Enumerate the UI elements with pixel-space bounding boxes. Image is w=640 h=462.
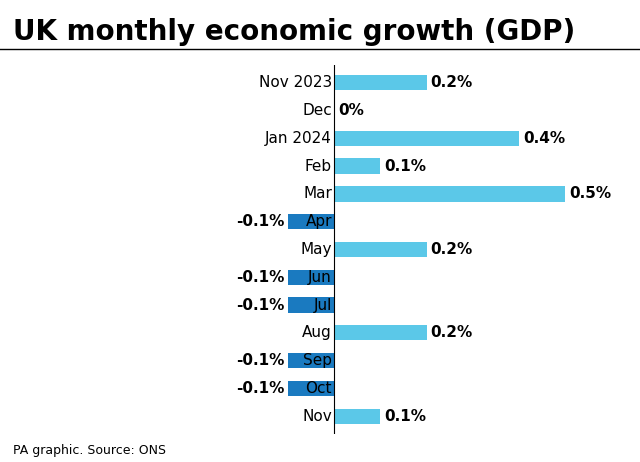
Bar <box>334 158 380 174</box>
Text: 0.1%: 0.1% <box>384 409 426 424</box>
Text: Mar: Mar <box>303 186 332 201</box>
Text: Oct: Oct <box>305 381 332 396</box>
Text: -0.1%: -0.1% <box>236 270 284 285</box>
Bar <box>334 325 427 340</box>
Text: May: May <box>300 242 332 257</box>
Text: Nov: Nov <box>302 409 332 424</box>
Text: Sep: Sep <box>303 353 332 368</box>
Text: UK monthly economic growth (GDP): UK monthly economic growth (GDP) <box>13 18 575 47</box>
Text: Jun: Jun <box>308 270 332 285</box>
Bar <box>288 353 334 368</box>
Bar <box>334 242 427 257</box>
Text: -0.1%: -0.1% <box>236 353 284 368</box>
Text: -0.1%: -0.1% <box>236 298 284 313</box>
Text: 0%: 0% <box>338 103 364 118</box>
Bar <box>334 186 565 201</box>
Text: Jul: Jul <box>314 298 332 313</box>
Text: 0.2%: 0.2% <box>430 75 472 90</box>
Text: Jan 2024: Jan 2024 <box>265 131 332 146</box>
Bar <box>288 381 334 396</box>
Text: 0.5%: 0.5% <box>569 186 611 201</box>
Bar <box>288 298 334 313</box>
Text: PA graphic. Source: ONS: PA graphic. Source: ONS <box>13 444 166 457</box>
Text: -0.1%: -0.1% <box>236 214 284 229</box>
Text: 0.2%: 0.2% <box>430 325 472 340</box>
Bar <box>334 75 427 91</box>
Text: Aug: Aug <box>302 325 332 340</box>
Text: Apr: Apr <box>305 214 332 229</box>
Text: Dec: Dec <box>302 103 332 118</box>
Bar <box>334 131 519 146</box>
Text: 0.2%: 0.2% <box>430 242 472 257</box>
Text: 0.4%: 0.4% <box>523 131 565 146</box>
Text: -0.1%: -0.1% <box>236 381 284 396</box>
Bar <box>288 214 334 229</box>
Bar <box>288 270 334 285</box>
Text: Nov 2023: Nov 2023 <box>259 75 332 90</box>
Text: Feb: Feb <box>305 158 332 174</box>
Text: 0.1%: 0.1% <box>384 158 426 174</box>
Bar <box>334 408 380 424</box>
